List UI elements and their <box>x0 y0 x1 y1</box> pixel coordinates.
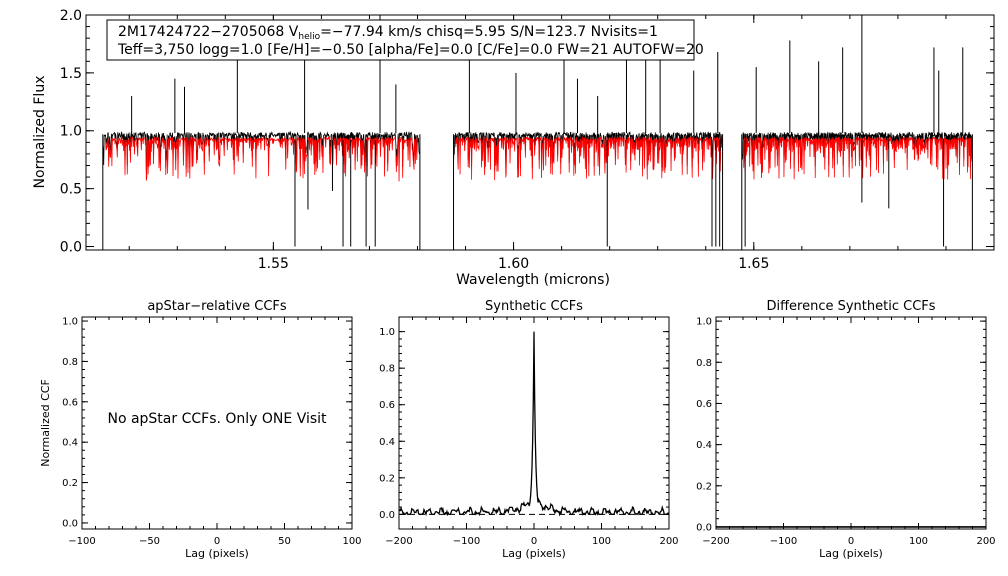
difference-ccf-title: Difference Synthetic CCFs <box>766 299 935 314</box>
x-tick-label: 1.65 <box>738 256 769 272</box>
x-tick-label: 0 <box>531 536 537 547</box>
difference-ccf-xlabel: Lag (pixels) <box>819 547 883 560</box>
y-tick-label: 0.2 <box>379 473 395 484</box>
x-tick-label: 0 <box>214 536 220 547</box>
info-box: 2M17424722−2705068 Vhelio=−77.94 km/s ch… <box>106 19 704 61</box>
y-tick-label: 1.5 <box>60 66 82 82</box>
x-tick-label: −100 <box>453 536 480 547</box>
x-tick-label: 100 <box>592 536 611 547</box>
y-tick-label: 1.0 <box>696 317 712 328</box>
y-tick-label: 0.4 <box>62 438 78 449</box>
synthetic-spectrum-line <box>455 135 722 181</box>
synthetic-ccf-series <box>398 331 670 517</box>
x-tick-label: 0 <box>848 536 854 547</box>
observed-spectrum-line <box>741 131 973 171</box>
y-tick-label: 0.0 <box>379 510 395 521</box>
y-tick-label: 0.6 <box>62 397 78 408</box>
spectrum-ylabel: Normalized Flux <box>32 76 48 189</box>
apstar-ccf-ylabel: Normalized CCF <box>39 379 52 467</box>
synthetic-ccf-title: Synthetic CCFs <box>485 299 583 314</box>
difference-ccf-panel: −200 −100 0 100 200 0.0 0.2 0.4 0.6 0.8 1.0 Differ… <box>696 299 995 560</box>
x-tick-label: −100 <box>68 536 95 547</box>
x-tick-label: 100 <box>342 536 361 547</box>
y-tick-label: 0.4 <box>379 437 395 448</box>
x-tick-label: −100 <box>770 536 797 547</box>
y-tick-label: 0.6 <box>696 399 712 410</box>
spectrum-axes-frame <box>85 14 995 251</box>
x-tick-label: −200 <box>702 536 729 547</box>
y-tick-label: 0.4 <box>696 440 712 451</box>
x-tick-label: −200 <box>385 536 412 547</box>
x-tick-label: 50 <box>278 536 291 547</box>
y-tick-label: 0.8 <box>62 357 78 368</box>
synthetic-spectrum-line <box>743 135 972 180</box>
x-tick-label: −50 <box>139 536 160 547</box>
y-tick-label: 0.8 <box>696 358 712 369</box>
synthetic-spectrum-line <box>104 135 419 182</box>
apstar-ccf-xlabel: Lag (pixels) <box>185 547 249 560</box>
spectrum-xlabel: Wavelength (microns) <box>456 272 610 288</box>
y-tick-label: 1.0 <box>62 317 78 328</box>
synthetic-ccf-ticks: −200 −100 0 100 200 0.0 0.2 0.4 0.6 0.8 1.0 <box>379 317 679 547</box>
x-tick-label: 200 <box>976 536 995 547</box>
x-tick-label: 100 <box>909 536 928 547</box>
y-tick-label: 0.2 <box>62 478 78 489</box>
y-tick-label: 0.5 <box>60 182 82 198</box>
x-tick-label: 1.60 <box>498 256 529 272</box>
x-tick-label: 200 <box>659 536 678 547</box>
no-ccf-annotation: No apStar CCFs. Only ONE Visit <box>107 411 327 427</box>
y-tick-label: 1.0 <box>60 124 82 140</box>
y-tick-label: 0.8 <box>379 364 395 375</box>
x-tick-label: 1.55 <box>258 256 289 272</box>
apstar-ccf-title: apStar−relative CCFs <box>147 299 287 314</box>
apstar-ccf-panel: −100 −50 0 50 100 0.0 0.2 0.4 0.6 0.8 1.0 apStar−r… <box>39 299 362 560</box>
synthetic-ccf-xlabel: Lag (pixels) <box>502 547 566 560</box>
y-tick-label: 2.0 <box>60 8 82 24</box>
spectrum-ticks: 1.55 1.60 1.65 0.0 0.5 1.0 1.5 2.0 <box>60 8 995 272</box>
y-tick-label: 0.0 <box>62 518 78 529</box>
spectrum-series <box>102 15 973 250</box>
y-tick-label: 0.6 <box>379 400 395 411</box>
synthetic-ccf-panel: −200 −100 0 100 200 0.0 0.2 0.4 0.6 0.8 1.0 Synthe… <box>379 299 678 560</box>
info-line-2: Teff=3,750 logg=1.0 [Fe/H]=−0.50 [alpha/… <box>117 42 704 58</box>
info-line-1: 2M17424722−2705068 Vhelio=−77.94 km/s ch… <box>118 24 658 42</box>
y-tick-label: 1.0 <box>379 327 395 338</box>
y-tick-label: 0.0 <box>696 522 712 533</box>
spectrum-panel: 1.55 1.60 1.65 0.0 0.5 1.0 1.5 2.0 2M17424722−2… <box>32 8 995 288</box>
synthetic-ccf-line <box>398 331 670 517</box>
difference-ccf-ticks: −200 −100 0 100 200 0.0 0.2 0.4 0.6 0.8 1.0 <box>696 317 995 547</box>
apstar-ccf-ticks: −100 −50 0 50 100 0.0 0.2 0.4 0.6 0.8 1.0 <box>62 317 361 547</box>
y-tick-label: 0.2 <box>696 481 712 492</box>
y-tick-label: 0.0 <box>60 239 82 255</box>
